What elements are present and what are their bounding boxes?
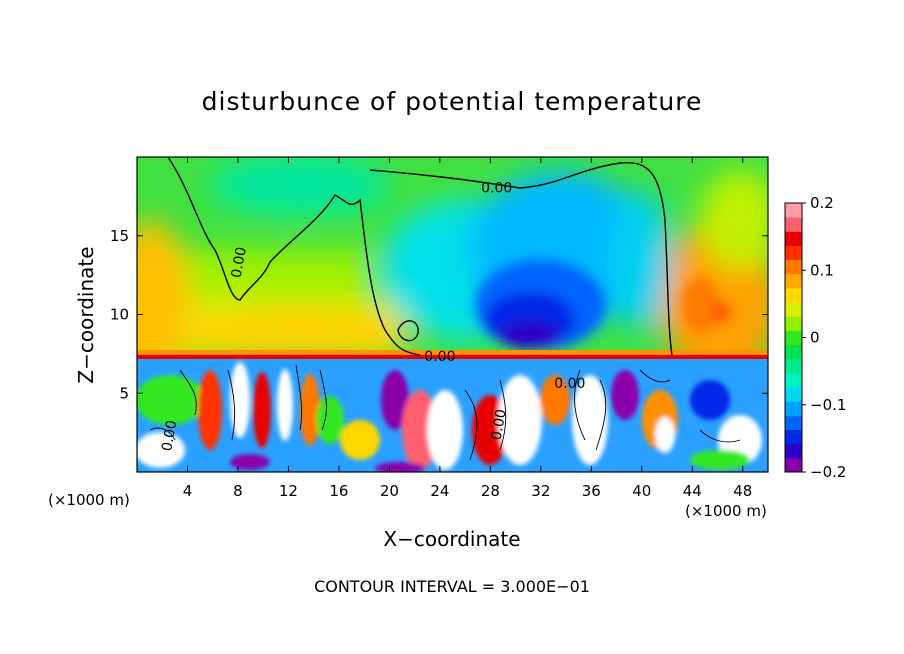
y-tick-label: 5	[119, 384, 129, 402]
colorbar-swatch	[785, 330, 802, 346]
contour-label: 0.00	[554, 376, 585, 392]
colorbar-swatch	[785, 443, 802, 459]
colorbar-tick-label: −0.1	[810, 396, 846, 414]
x-tick-label: 40	[632, 482, 651, 500]
colorbar-swatch	[785, 287, 802, 303]
x-tick-label: 32	[531, 482, 550, 500]
colorbar-swatch	[785, 259, 802, 275]
x-tick-label: 16	[329, 482, 348, 500]
colorbar-swatch	[785, 372, 802, 388]
colorbar-swatch	[785, 231, 802, 246]
colorbar-tick-label: 0.2	[810, 194, 834, 212]
contour-label-text: 0.00	[229, 246, 250, 279]
contour-interval-note: CONTOUR INTERVAL = 3.000E−01	[314, 577, 590, 596]
x-tick-label: 4	[183, 482, 193, 500]
x-unit-right: (×1000 m)	[685, 502, 767, 520]
colorbar-swatch	[785, 316, 802, 331]
colorbar-swatch	[785, 429, 802, 445]
colorbar: 0.2 0.1 0 −0.1 −0.2	[784, 194, 846, 481]
colorbar-swatch	[785, 415, 802, 431]
contour-label-text: 0.00	[481, 181, 512, 197]
colorbar-tick-label: −0.2	[810, 463, 846, 481]
contour-label: 0.00	[424, 349, 455, 365]
x-tick-label: 20	[380, 482, 399, 500]
heatmap-field	[137, 157, 768, 472]
x-tick-label: 24	[430, 482, 449, 500]
contour-label-text: 0.00	[489, 408, 510, 441]
colorbar-swatch	[785, 217, 802, 232]
contour-label: 0.00	[229, 246, 250, 279]
x-tick-label: 44	[683, 482, 702, 500]
x-tick-label: 28	[481, 482, 500, 500]
x-tick-label: 48	[733, 482, 752, 500]
colorbar-tick-label: 0.1	[810, 261, 834, 279]
x-unit-left: (×1000 m)	[48, 491, 130, 509]
y-tick-label: 15	[110, 227, 129, 245]
y-tick-label: 10	[110, 306, 129, 324]
colorbar-swatch	[785, 245, 802, 261]
y-axis-label: Z−coordinate	[74, 246, 98, 383]
colorbar-swatch	[785, 358, 802, 374]
colorbar-swatch	[785, 387, 802, 402]
x-tick-label: 12	[279, 482, 298, 500]
colorbar-swatch	[785, 273, 802, 289]
contour-labels: 0.00 0.00 0.00 0.00 0.00 0.00	[159, 181, 585, 453]
colorbar-swatch	[785, 401, 802, 416]
contour-label-text: 0.00	[554, 376, 585, 392]
colorbar-tick-label: 0	[810, 329, 820, 347]
contour-label: 0.00	[489, 408, 510, 441]
colorbar-swatch	[785, 457, 802, 473]
x-tick-label: 36	[582, 482, 601, 500]
contour-label: 0.00	[481, 181, 512, 197]
contour-label: 0.00	[159, 419, 180, 452]
contour-label-text: 0.00	[424, 349, 455, 365]
chart-title: disturbunce of potential temperature	[202, 87, 703, 116]
colorbar-swatch	[785, 302, 802, 317]
colorbar-swatch	[785, 203, 802, 218]
x-tick-label: 8	[233, 482, 243, 500]
x-axis: 4 8 12 16 20 24 28 32 36 40 44 48	[183, 157, 752, 500]
x-axis-label: X−coordinate	[383, 527, 520, 551]
contour-label-text: 0.00	[159, 419, 180, 452]
y-axis: 5 10 15	[110, 227, 768, 402]
colorbar-swatch	[785, 344, 802, 360]
